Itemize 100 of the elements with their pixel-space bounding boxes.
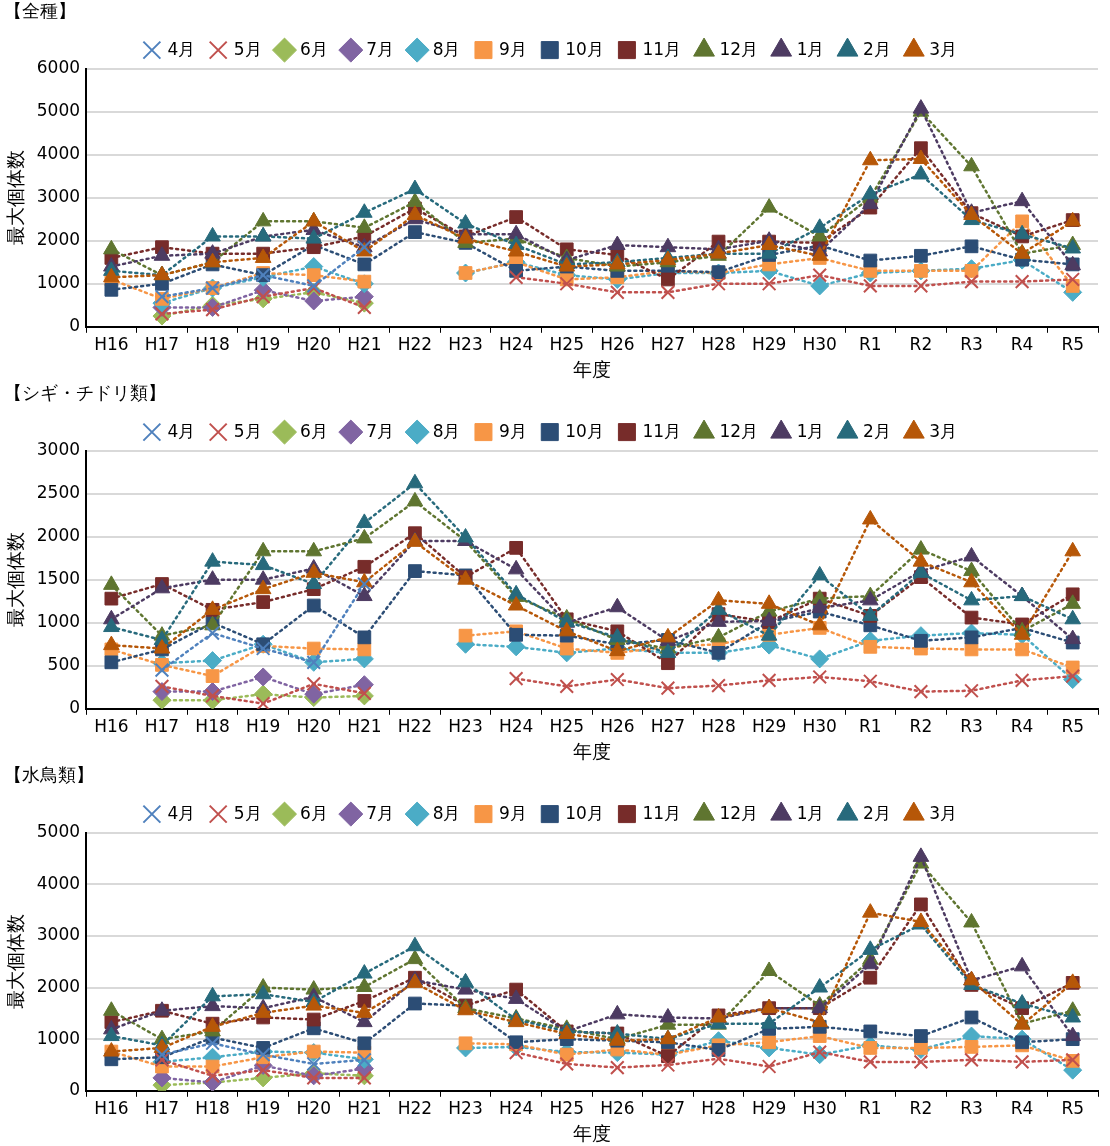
legend-label: 7月	[366, 38, 395, 59]
x-tick-label: H24	[498, 1098, 534, 1119]
x-tick-label: H18	[195, 716, 230, 737]
x-tick-label: H29	[751, 1098, 787, 1119]
legend-label: 4月	[167, 802, 196, 823]
x-tick-label: H20	[296, 1098, 331, 1119]
x-tick-label: H26	[600, 334, 635, 355]
y-tick-label: 6000	[36, 57, 81, 78]
x-tick-label: H22	[397, 334, 433, 355]
x-tick-label: R4	[1010, 716, 1034, 737]
x-tick-label: H22	[397, 716, 433, 737]
y-tick-label: 2000	[36, 525, 81, 546]
x-tick-label: H17	[144, 334, 180, 355]
x-tick-label: R2	[909, 334, 933, 355]
x-tick-label: R5	[1061, 1098, 1085, 1119]
x-axis-title: 年度	[573, 739, 612, 762]
y-tick-label: 3000	[36, 439, 81, 460]
legend-label: 8月	[432, 420, 461, 441]
legend-label: 4月	[167, 420, 196, 441]
y-tick-label: 1000	[36, 272, 81, 293]
x-tick-label: H25	[549, 1098, 584, 1119]
x-tick-label: H16	[94, 1098, 129, 1119]
x-tick-label: H17	[144, 716, 180, 737]
x-tick-label: H23	[448, 334, 483, 355]
x-tick-label: H21	[347, 716, 382, 737]
y-tick-label: 2500	[36, 482, 81, 503]
x-tick-label: R3	[960, 716, 983, 737]
legend-label: 10月	[565, 38, 604, 59]
legend-label: 9月	[498, 420, 527, 441]
x-tick-label: R1	[858, 334, 882, 355]
x-tick-label: H19	[245, 334, 281, 355]
legend-label: 6月	[300, 802, 328, 823]
x-tick-label: H28	[701, 334, 736, 355]
x-tick-label: H16	[94, 716, 129, 737]
y-tick-label: 1500	[36, 568, 81, 589]
y-tick-label: 5000	[36, 821, 81, 842]
legend-label: 2月	[862, 420, 891, 441]
legend-label: 1月	[796, 802, 825, 823]
y-axis-title: 最大個体数	[4, 914, 27, 1010]
y-tick-label: 0	[69, 697, 81, 718]
y-tick-label: 1000	[36, 611, 81, 632]
legend-label: 11月	[642, 38, 682, 59]
x-tick-label: H21	[347, 334, 382, 355]
x-tick-label: H17	[144, 1098, 180, 1119]
legend-label: 5月	[233, 802, 262, 823]
y-tick-label: 2000	[36, 229, 81, 250]
legend-label: 6月	[300, 38, 328, 59]
y-tick-label: 5000	[36, 100, 81, 121]
x-tick-label: H30	[802, 334, 837, 355]
legend-label: 7月	[366, 420, 395, 441]
legend-label: 12月	[719, 802, 759, 823]
legend-label: 3月	[929, 802, 958, 823]
x-tick-label: H23	[448, 716, 483, 737]
y-tick-label: 0	[69, 1079, 81, 1100]
x-tick-label: H27	[650, 1098, 686, 1119]
legend-label: 2月	[862, 802, 891, 823]
x-tick-label: R5	[1061, 716, 1085, 737]
legend-label: 11月	[642, 802, 682, 823]
legend-label: 1月	[796, 38, 825, 59]
x-axis-title: 年度	[573, 1121, 612, 1144]
x-tick-label: R4	[1010, 1098, 1034, 1119]
x-tick-label: H25	[549, 334, 584, 355]
x-tick-label: H19	[245, 1098, 281, 1119]
legend-label: 6月	[300, 420, 328, 441]
y-tick-label: 1000	[36, 1027, 81, 1048]
x-tick-label: H26	[600, 716, 635, 737]
x-tick-label: R2	[909, 1098, 933, 1119]
y-tick-label: 3000	[36, 924, 81, 945]
x-tick-label: H29	[751, 334, 787, 355]
x-tick-label: R4	[1010, 334, 1034, 355]
x-tick-label: H19	[245, 716, 281, 737]
legend-label: 11月	[642, 420, 682, 441]
y-axis-title: 最大個体数	[4, 150, 27, 246]
x-tick-label: H20	[296, 716, 331, 737]
x-tick-label: R2	[909, 716, 933, 737]
legend-label: 9月	[498, 802, 527, 823]
x-tick-label: H27	[650, 716, 686, 737]
y-axis-title: 最大個体数	[4, 532, 27, 628]
x-tick-label: H22	[397, 1098, 433, 1119]
legend-label: 10月	[565, 420, 604, 441]
x-tick-label: R1	[858, 716, 882, 737]
y-tick-label: 4000	[36, 872, 81, 893]
legend-label: 2月	[862, 38, 891, 59]
x-tick-label: H24	[498, 716, 534, 737]
x-tick-label: H27	[650, 334, 686, 355]
chart-title: 【水鳥類】	[4, 764, 94, 786]
x-tick-label: R1	[858, 1098, 882, 1119]
legend-label: 5月	[233, 38, 262, 59]
x-tick-label: H30	[802, 1098, 837, 1119]
legend-label: 12月	[719, 420, 759, 441]
x-axis-title: 年度	[573, 357, 612, 380]
x-tick-label: R5	[1061, 334, 1085, 355]
x-tick-label: H18	[195, 1098, 230, 1119]
x-tick-label: H30	[802, 716, 837, 737]
chart-title: 【全種】	[4, 0, 76, 22]
chart-title: 【シギ・チドリ類】	[4, 382, 166, 404]
y-tick-label: 0	[69, 315, 81, 336]
x-tick-label: H28	[701, 1098, 736, 1119]
legend-label: 8月	[432, 802, 461, 823]
x-tick-label: H26	[600, 1098, 635, 1119]
